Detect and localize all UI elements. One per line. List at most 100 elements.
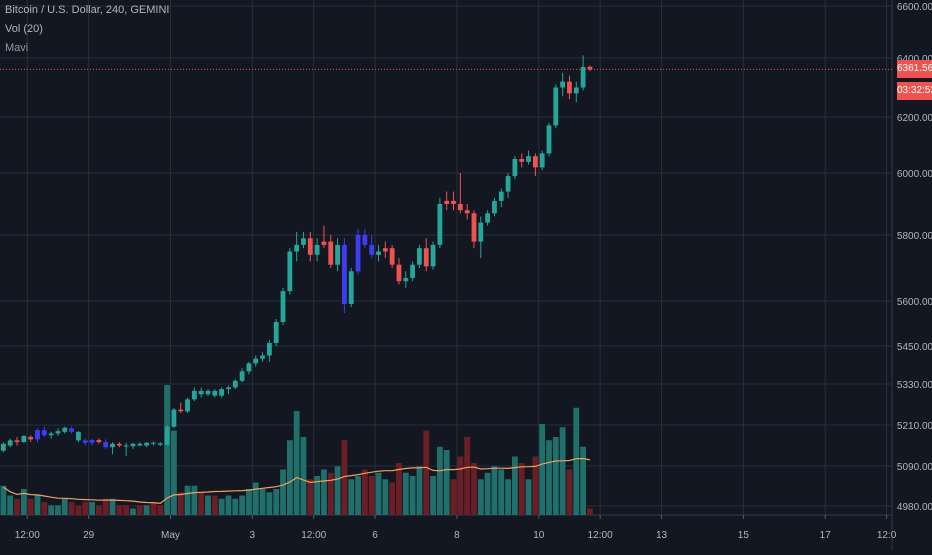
volume-legend[interactable]: Vol (20) — [5, 23, 43, 35]
volume-bar — [130, 508, 136, 515]
volume-bar — [286, 440, 293, 515]
volume-bar — [82, 502, 89, 515]
volume-bar — [307, 479, 314, 515]
candle-body — [464, 210, 470, 214]
candle-body — [151, 442, 156, 444]
volume-bar — [416, 466, 423, 515]
volume-bar — [368, 476, 375, 515]
volume-bar — [334, 466, 341, 515]
x-tick-label: 15 — [738, 530, 750, 541]
candle-body — [423, 248, 429, 267]
y-tick-label: 6400.00 — [897, 54, 932, 65]
candle-body — [260, 355, 265, 359]
volume-bar — [27, 498, 34, 515]
volume-bar — [423, 430, 430, 515]
volume-bar — [225, 495, 232, 515]
volume-bar — [532, 456, 539, 515]
volume-bar — [41, 502, 48, 515]
volume-bar — [484, 472, 491, 515]
y-tick-label: 5330.00 — [897, 380, 932, 391]
symbol-legend[interactable]: Bitcoin / U.S. Dollar, 240, GEMINI — [5, 4, 170, 16]
volume-bar — [75, 505, 82, 515]
volume-bar — [20, 489, 27, 515]
x-tick-label: 12:00 — [588, 530, 613, 541]
y-tick-label: 5800.00 — [897, 231, 932, 242]
candle-body — [89, 440, 95, 443]
candle-body — [253, 358, 259, 364]
volume-bar — [205, 495, 211, 515]
y-tick-label: 5210.00 — [897, 421, 932, 432]
volume-bar — [95, 505, 102, 515]
time-axis[interactable]: 12:00 29 May 3 12:00 6 8 10 12:00 13 15 17 12:0 — [15, 515, 897, 541]
candle-body — [376, 251, 381, 255]
x-tick-label: 13 — [656, 530, 668, 541]
volume-bar — [587, 508, 593, 515]
y-tick-label: 5450.00 — [897, 342, 932, 353]
price-axis[interactable]: 4980.00 5090.00 5210.00 5330.00 5450.00 5600.… — [897, 2, 932, 513]
volume-bar — [259, 489, 266, 515]
last-price-tag: 6361.56 — [897, 60, 932, 78]
candle-body — [28, 436, 34, 440]
volume-bar — [396, 463, 402, 515]
x-tick-label: 12:0 — [877, 530, 897, 541]
volume-bar — [348, 479, 355, 515]
volume-bar — [355, 476, 361, 515]
candle-body — [342, 244, 347, 304]
candle-body — [314, 244, 320, 255]
volume-bar — [14, 498, 20, 515]
volume-bar — [361, 469, 368, 515]
volume-bar — [68, 502, 75, 515]
volume-bar — [525, 479, 532, 515]
candle-body — [198, 390, 204, 395]
volume-bar — [136, 505, 143, 515]
volume-bar — [314, 476, 321, 515]
candle-body — [185, 399, 190, 412]
candle-body — [191, 390, 197, 400]
indicator-legend[interactable]: Mavi — [5, 42, 29, 54]
volume-bar — [48, 505, 55, 515]
x-tick-label: 17 — [820, 530, 832, 541]
volume-bar — [389, 482, 396, 515]
volume-bar — [573, 407, 580, 515]
candle-body — [103, 442, 109, 448]
volume-bar — [293, 411, 300, 515]
candle-body — [171, 409, 177, 427]
candle-body — [403, 277, 409, 282]
candle-body — [580, 66, 586, 88]
volume-bar — [89, 502, 95, 515]
x-tick-label: 29 — [83, 530, 95, 541]
candle-body — [519, 159, 525, 162]
candle-body — [451, 200, 456, 204]
candle-body — [7, 440, 13, 446]
volume-bar — [375, 472, 382, 515]
volume-bar — [252, 482, 259, 515]
volume-bar — [498, 469, 505, 515]
candle-body — [498, 191, 504, 201]
x-tick-label: May — [161, 530, 180, 541]
candle-body — [14, 440, 20, 443]
volume-bar — [546, 440, 552, 515]
candle-body — [417, 248, 422, 265]
candle-body — [382, 248, 388, 252]
candle-body — [21, 435, 27, 443]
candle-body — [205, 390, 211, 395]
candle-body — [546, 125, 552, 154]
candle-body — [219, 389, 225, 396]
volume-bar — [402, 472, 409, 515]
candle-body — [478, 222, 484, 242]
candle-body — [328, 241, 334, 265]
volume-bar — [512, 456, 518, 515]
candle-body — [457, 204, 463, 211]
y-tick-label: 6000.00 — [897, 169, 932, 180]
candle-body — [69, 428, 74, 432]
candle-body — [164, 426, 170, 445]
volume-bar — [211, 495, 218, 515]
volume-bar — [471, 463, 477, 515]
volume-bar — [341, 440, 348, 515]
candle-body — [526, 156, 531, 162]
candle-body — [362, 235, 368, 245]
candle-body — [587, 66, 593, 70]
candle-body — [178, 409, 184, 412]
